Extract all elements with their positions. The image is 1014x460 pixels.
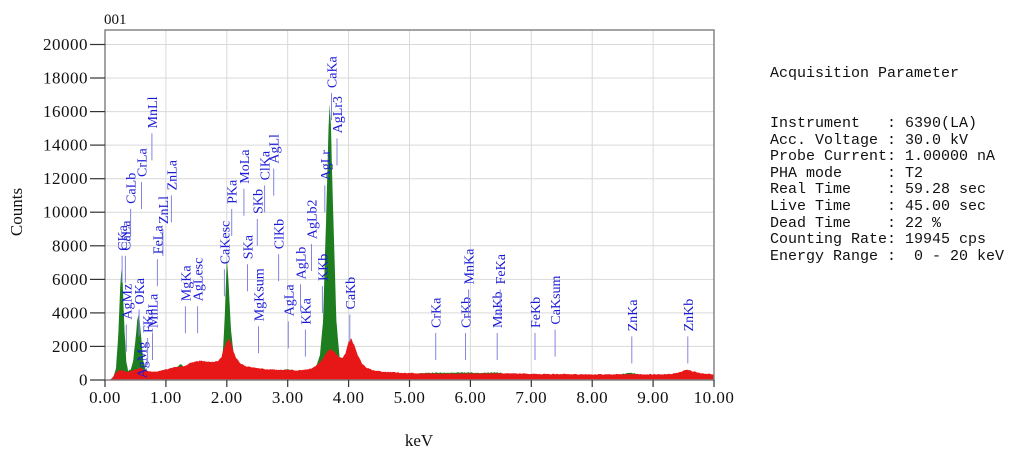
peak-label: ClKb bbox=[273, 219, 288, 249]
peak-label: MgKa bbox=[179, 265, 194, 302]
peak-label: PKa bbox=[226, 179, 241, 204]
y-axis-label: Counts bbox=[7, 188, 26, 236]
y-tick-label: 10000 bbox=[43, 203, 88, 222]
peak-label: AgMg bbox=[136, 342, 151, 379]
peak-label: AgLb bbox=[295, 247, 310, 280]
y-tick-label: 16000 bbox=[43, 102, 88, 121]
x-tick-label: 0.00 bbox=[89, 388, 121, 407]
peak-label: CKa bbox=[116, 224, 131, 250]
y-tick-label: 4000 bbox=[52, 303, 88, 322]
peak-label: AgLa bbox=[282, 284, 297, 317]
peak-label: CaLa bbox=[119, 220, 134, 251]
panel-line: Instrument : 6390(LA) bbox=[770, 114, 978, 132]
peak-label: AgLr3 bbox=[331, 96, 346, 133]
y-tick-label: 12000 bbox=[43, 169, 88, 188]
peak-label: AgMz bbox=[120, 284, 135, 320]
y-tick-label: 6000 bbox=[52, 270, 88, 289]
peak-label: MnKa bbox=[463, 248, 478, 285]
peak-label: AgLl bbox=[268, 134, 283, 164]
peak-label: CrKa bbox=[430, 297, 445, 328]
panel-line: Probe Current: 1.00000 nA bbox=[770, 148, 996, 166]
peak-label: ZnLa bbox=[165, 159, 180, 190]
panel-line: Energy Range : 0 - 20 keV bbox=[770, 247, 1005, 265]
peak-label: MnKb bbox=[491, 291, 506, 328]
peak-label: MoLa bbox=[238, 149, 253, 184]
y-tick-label: 8000 bbox=[52, 236, 88, 255]
grid-layer bbox=[105, 30, 714, 380]
peak-label: FeKb bbox=[529, 297, 544, 328]
peak-label: MgKsum bbox=[253, 268, 268, 321]
peak-label: CaKsum bbox=[549, 275, 564, 324]
peak-label: ZnKb bbox=[682, 299, 697, 332]
peak-label: KKb bbox=[316, 254, 331, 281]
peak-label: MnLl bbox=[146, 96, 161, 128]
x-tick-label: 6.00 bbox=[455, 388, 487, 407]
acquisition-parameter-panel: Acquisition Parameter Instrument : 6390(… bbox=[770, 33, 1004, 299]
eds-spectrum-chart: 0 2000 4000 6000 8000 10000 12000 14000 16000 180… bbox=[7, 12, 734, 450]
peak-label: FeKa bbox=[494, 253, 509, 284]
peak-label: SKa bbox=[242, 234, 257, 259]
y-tick-label: 18000 bbox=[43, 69, 88, 88]
x-tick-label: 7.00 bbox=[515, 388, 547, 407]
peak-label: KKa bbox=[299, 297, 314, 324]
panel-lines: Instrument : 6390(LA) Acc. Voltage : 30.0… bbox=[770, 114, 1005, 265]
series-layer bbox=[105, 104, 714, 381]
peak-label: OKa bbox=[133, 277, 148, 304]
panel-line: Live Time : 45.00 sec bbox=[770, 197, 987, 215]
x-tick-label: 2.00 bbox=[211, 388, 243, 407]
axis-ticks: 0 2000 4000 6000 8000 10000 12000 14000 16000 180… bbox=[43, 35, 734, 407]
peak-label: AgLb2 bbox=[306, 199, 321, 239]
panel-line: Real Time : 59.28 sec bbox=[770, 181, 987, 199]
panel-line: Acc. Voltage : 30.0 kV bbox=[770, 131, 969, 149]
chart-title: 001 bbox=[104, 12, 127, 28]
y-tick-label: 14000 bbox=[43, 136, 88, 155]
peak-label: SKb bbox=[251, 189, 266, 214]
x-tick-label: 1.00 bbox=[150, 388, 182, 407]
x-tick-label: 4.00 bbox=[333, 388, 365, 407]
x-tick-label: 9.00 bbox=[637, 388, 669, 407]
peak-label: CaKb bbox=[344, 277, 359, 310]
panel-line: PHA mode : T2 bbox=[770, 164, 924, 182]
peak-label: CrKb bbox=[460, 297, 475, 328]
series-red-area bbox=[105, 338, 714, 380]
peak-label: CaLb bbox=[125, 173, 140, 204]
y-tick-label: 20000 bbox=[43, 35, 88, 54]
x-tick-label: 8.00 bbox=[576, 388, 608, 407]
x-tick-label: 5.00 bbox=[394, 388, 426, 407]
peak-label: CrLa bbox=[136, 147, 151, 177]
y-tick-label: 0 bbox=[79, 371, 88, 390]
peak-label: FeLa bbox=[151, 225, 166, 255]
panel-line: Counting Rate: 19945 cps bbox=[770, 231, 987, 249]
peak-label: CaKesc bbox=[218, 221, 233, 265]
x-axis-label: keV bbox=[405, 431, 434, 450]
x-tick-label: 10.00 bbox=[694, 388, 735, 407]
peak-label: MnLa bbox=[147, 293, 162, 328]
y-tick-label: 2000 bbox=[52, 337, 88, 356]
peak-label: AgLesc bbox=[192, 258, 207, 302]
panel-line: Dead Time : 22 % bbox=[770, 214, 942, 232]
x-tick-label: 3.00 bbox=[272, 388, 304, 407]
peak-label: ZnKa bbox=[626, 299, 641, 332]
panel-title: Acquisition Parameter bbox=[770, 65, 960, 83]
peak-label: ZnLl bbox=[157, 196, 172, 224]
peak-label: AgLr bbox=[319, 150, 334, 181]
peak-label: ClKa bbox=[259, 150, 274, 180]
peak-label: CaKa bbox=[326, 55, 341, 88]
peak-label: FKa bbox=[142, 308, 157, 333]
